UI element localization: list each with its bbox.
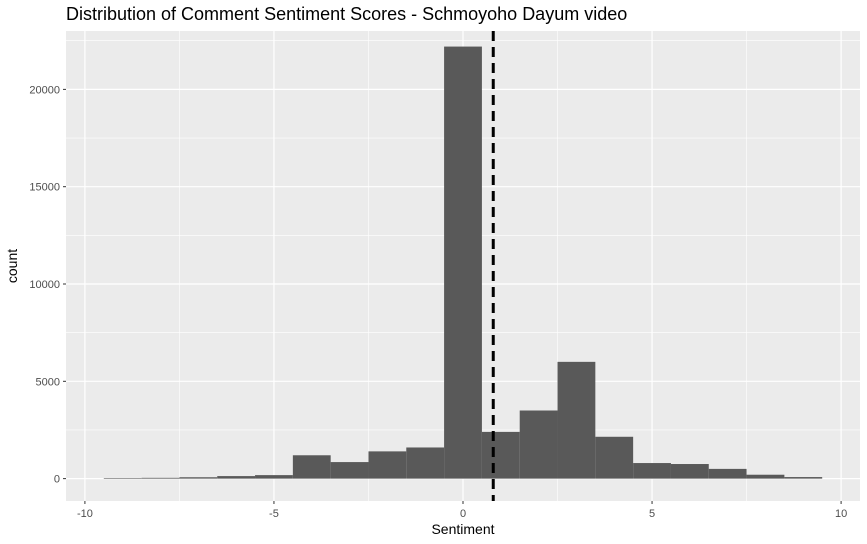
x-axis-title: Sentiment bbox=[431, 521, 494, 537]
histogram-bar bbox=[217, 476, 256, 479]
chart-title: Distribution of Comment Sentiment Scores… bbox=[66, 4, 628, 24]
histogram-bar bbox=[103, 478, 142, 479]
histogram-bar bbox=[292, 455, 331, 479]
histogram-bar bbox=[784, 477, 823, 479]
x-tick-label: 5 bbox=[649, 508, 655, 520]
y-axis: 0 5000 10000 15000 20000 bbox=[29, 84, 66, 486]
y-tick-label: 20000 bbox=[29, 84, 60, 96]
histogram-bar bbox=[368, 451, 407, 479]
y-tick-label: 0 bbox=[54, 474, 60, 486]
histogram-bar bbox=[557, 361, 596, 479]
y-tick-label: 15000 bbox=[29, 182, 60, 194]
x-tick-label: 10 bbox=[835, 508, 847, 520]
histogram-bar bbox=[179, 477, 218, 479]
histogram-bar bbox=[633, 463, 671, 479]
histogram-bar bbox=[406, 447, 445, 479]
histogram-bar bbox=[481, 431, 520, 479]
y-tick-label: 10000 bbox=[29, 279, 60, 291]
x-tick-label: -5 bbox=[269, 508, 279, 520]
x-axis: -10 -5 0 5 10 bbox=[77, 501, 847, 520]
histogram-bar bbox=[141, 477, 180, 479]
x-tick-label: -10 bbox=[77, 508, 93, 520]
x-tick-label: 0 bbox=[460, 508, 466, 520]
y-axis-title: count bbox=[4, 249, 20, 283]
histogram-bar bbox=[670, 464, 709, 479]
histogram-bar bbox=[708, 468, 747, 479]
histogram-bar bbox=[444, 46, 482, 479]
histogram-bars bbox=[103, 46, 823, 479]
histogram-bar bbox=[595, 436, 634, 479]
histogram-bar bbox=[255, 475, 293, 479]
histogram-bar bbox=[519, 410, 558, 479]
histogram-bar bbox=[330, 462, 369, 479]
histogram-bar bbox=[746, 474, 785, 479]
y-tick-label: 5000 bbox=[36, 376, 60, 388]
